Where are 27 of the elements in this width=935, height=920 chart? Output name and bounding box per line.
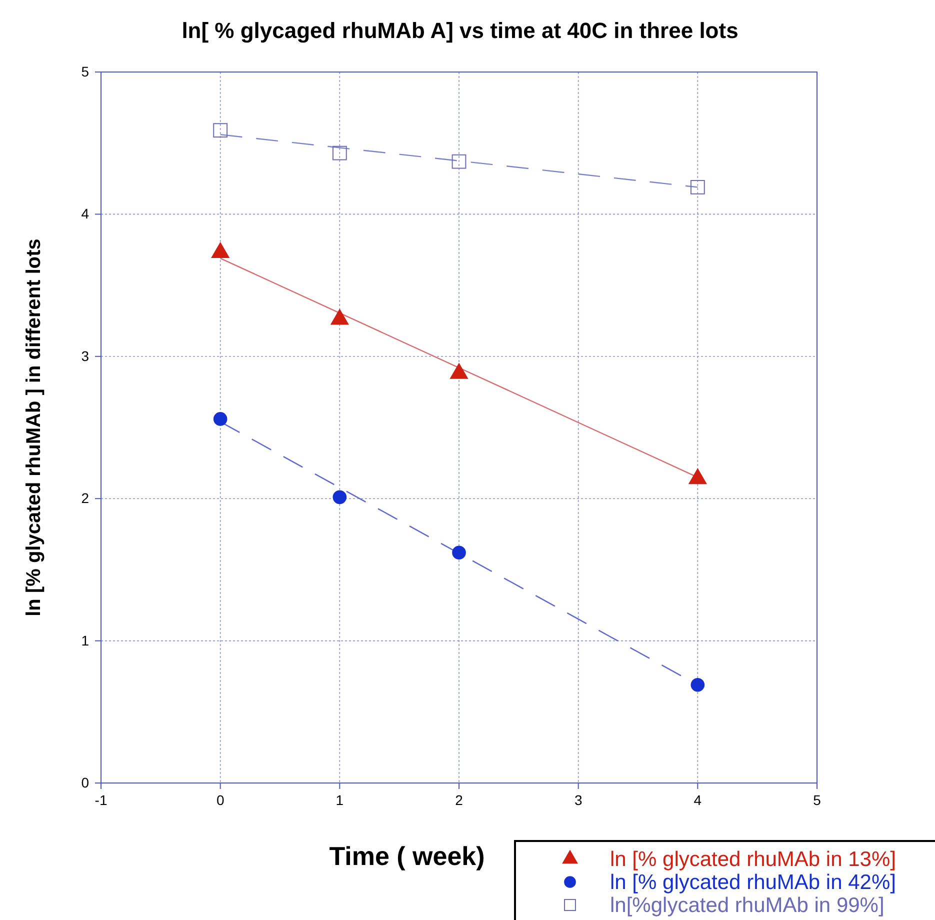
point (332, 490, 347, 504)
point (452, 154, 466, 169)
chart-title: ln[ % glycaged rhuMAb A] vs time at 40C in three lots (182, 18, 738, 43)
x-axis-title: Time ( week) (329, 841, 485, 871)
x-tick-label: -1 (94, 792, 108, 808)
point (213, 412, 228, 426)
legend-label: ln[%glycated rhuMAb in 99%] (610, 894, 884, 917)
x-tick-label: 1 (336, 792, 344, 808)
x-tick-label: 3 (574, 792, 582, 808)
legend-label: ln [% glycated rhuMAb in 13%] (610, 848, 896, 871)
y-tick-label: 2 (81, 490, 90, 506)
y-tick-label: 4 (81, 206, 90, 222)
x-tick-label: 4 (694, 792, 702, 808)
point (690, 180, 705, 194)
y-axis-title: ln [% glycated rhuMAb ] in different lots (23, 238, 45, 616)
legend-label: ln [% glycated rhuMAb in 42%] (610, 871, 896, 894)
y-tick-label: 0 (81, 774, 90, 790)
x-tick-label: 0 (216, 792, 224, 808)
x-tick-label: 2 (455, 792, 464, 808)
y-tick-label: 1 (81, 632, 90, 648)
point (332, 146, 347, 160)
y-tick-label: 3 (81, 348, 90, 364)
point (452, 546, 466, 560)
x-tick-label: 5 (813, 792, 822, 808)
point (213, 123, 228, 138)
point (690, 678, 705, 692)
y-tick-label: 5 (81, 63, 90, 80)
